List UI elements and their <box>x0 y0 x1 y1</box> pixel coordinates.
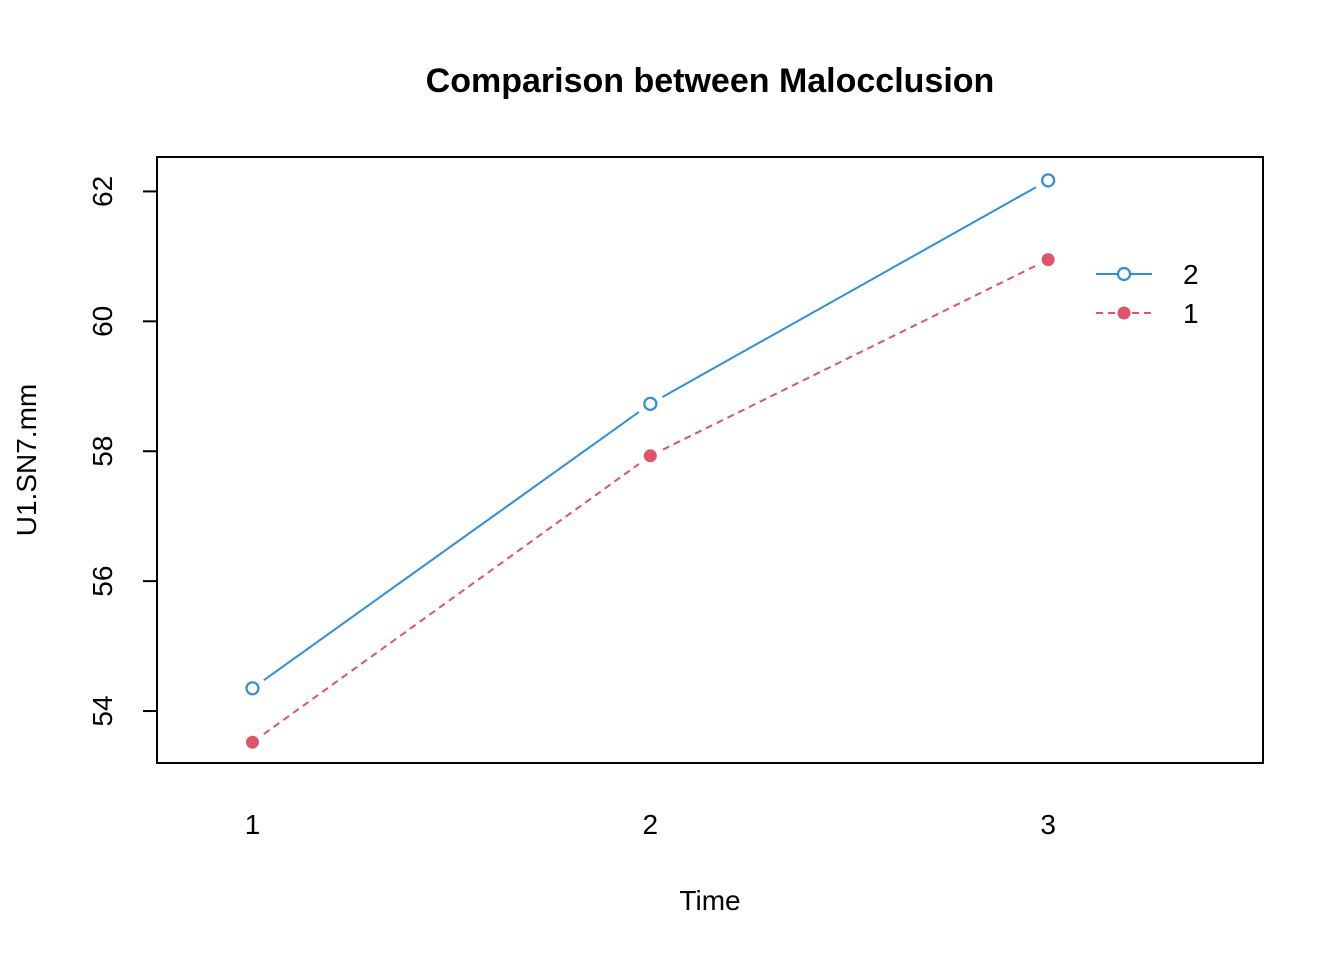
series-1-point <box>1041 253 1055 267</box>
legend-label: 2 <box>1183 259 1199 290</box>
y-tick-label: 60 <box>87 306 118 337</box>
plot-frame <box>156 156 1264 764</box>
legend-marker-swatch <box>1116 266 1132 282</box>
x-tick-label: 3 <box>1040 809 1056 840</box>
series-1-point <box>643 449 657 463</box>
series-2-segment <box>263 411 640 681</box>
legend-item-2: 2 <box>1096 259 1199 290</box>
x-axis-label: Time <box>679 885 740 916</box>
y-tick-label: 56 <box>87 566 118 597</box>
series-2-point <box>643 396 658 411</box>
x-tick-label: 1 <box>245 809 261 840</box>
y-tick-label: 54 <box>87 695 118 726</box>
y-axis-label: U1.SN7.mm <box>11 384 42 536</box>
series-1-point <box>245 735 259 749</box>
legend: 21 <box>1096 259 1199 329</box>
chart-title: Comparison between Malocclusion <box>426 62 995 100</box>
x-axis: 1 2 3 <box>245 809 1056 840</box>
x-tick-label: 2 <box>643 809 659 840</box>
legend-item-1: 1 <box>1096 298 1199 329</box>
series-1-segment <box>662 264 1037 451</box>
legend-marker-swatch <box>1117 306 1131 320</box>
y-tick-label: 62 <box>87 176 118 207</box>
series-layer <box>245 173 1056 749</box>
series-1 <box>245 253 1055 749</box>
series-2-point <box>1041 173 1056 188</box>
series-2 <box>245 173 1056 696</box>
series-2-segment <box>662 186 1037 398</box>
legend-label: 1 <box>1183 298 1199 329</box>
series-2-point <box>245 681 260 696</box>
series-1-segment <box>263 463 640 735</box>
y-axis: 54 56 58 60 62 <box>87 176 158 727</box>
y-tick-label: 58 <box>87 436 118 467</box>
